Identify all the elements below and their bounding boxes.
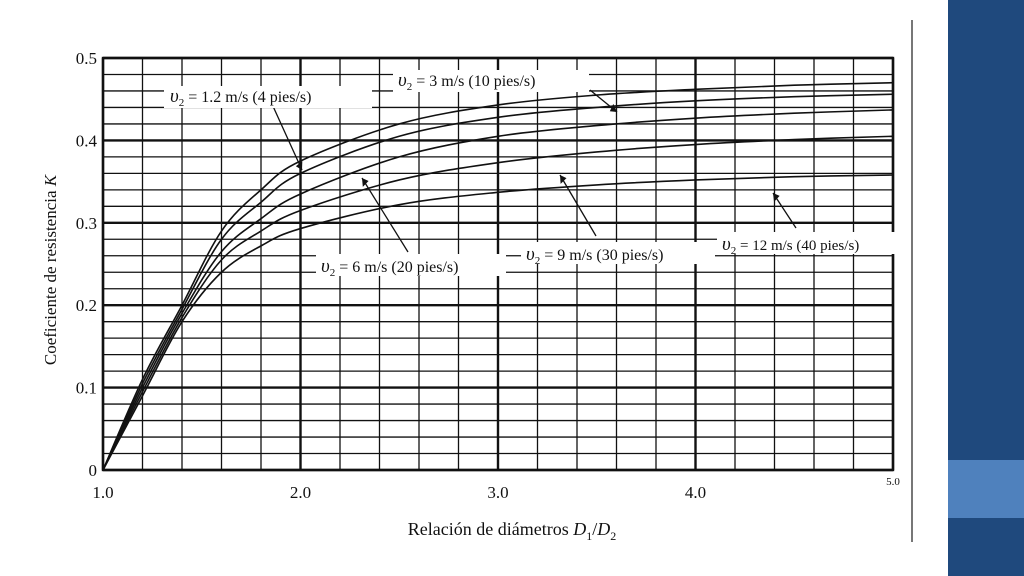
annotation-background (164, 86, 372, 108)
annotation-background (717, 232, 895, 254)
y-tick-label: 0.4 (76, 131, 98, 150)
y-tick-label: 0.2 (76, 296, 97, 315)
annotation-label: υ2 = 12 m/s (40 pies/s) (722, 234, 859, 257)
series-line-curve-9ms (102, 135, 894, 471)
series-line-curve-6ms (102, 109, 894, 471)
resistance-coefficient-chart: 1.0 2.0 3.0 4.0 5.0 0 0.1 0.2 0.3 0.4 0.5 υ2 = 1.2… (41, 49, 901, 543)
x-tick-label: 5.0 (886, 476, 900, 488)
annotation-label: υ2 = 6 m/s (20 pies/s) (321, 256, 458, 279)
annotation-arrowhead (773, 193, 780, 202)
annotation-leader-line (559, 174, 597, 237)
annotation-label: υ2 = 1.2 m/s (4 pies/s) (170, 86, 311, 109)
x-axis-title: Relación de diámetros D1/D2 (408, 519, 616, 543)
y-tick-label: 0.1 (76, 379, 97, 398)
chart-tick-labels: 1.0 2.0 3.0 4.0 5.0 0 0.1 0.2 0.3 0.4 0.5 (76, 49, 901, 502)
annotation-arrowhead (560, 174, 567, 184)
slide-divider-line (911, 20, 913, 542)
annotation-arrowhead (609, 103, 618, 112)
x-tick-label: 4.0 (685, 483, 706, 502)
annotation-background (521, 242, 715, 264)
chart-annotations: υ2 = 1.2 m/s (4 pies/s) υ2 = 3 m/s (10 pi… (164, 70, 895, 279)
chart-axis-titles: Relación de diámetros D1/D2 Coeficiente d… (41, 173, 616, 543)
y-tick-label: 0.3 (76, 214, 97, 233)
annotation-arrowhead (295, 161, 303, 170)
y-tick-label: 0.5 (76, 49, 97, 68)
y-axis-title: Coeficiente de resistencia K (41, 173, 60, 365)
annotation-background (316, 254, 506, 276)
y-tick-label: 0 (89, 461, 98, 480)
annotation-label: υ2 = 9 m/s (30 pies/s) (526, 244, 663, 267)
annotation-leader-line (271, 103, 303, 171)
chart-frame (101, 56, 895, 472)
series-line-curve-1-2ms (102, 81, 894, 471)
series-line-curve-3ms (102, 93, 894, 471)
x-tick-label: 1.0 (92, 483, 113, 502)
annotation-label: υ2 = 3 m/s (10 pies/s) (398, 70, 535, 93)
sidebar-accent-light (948, 460, 1024, 518)
x-tick-label: 2.0 (290, 483, 311, 502)
plot-border (101, 56, 895, 472)
annotation-arrowhead (362, 178, 369, 187)
series-line-curve-12ms (102, 174, 894, 471)
annotation-leader-line (361, 177, 409, 253)
x-tick-label: 3.0 (487, 483, 508, 502)
chart-curves (102, 81, 894, 471)
annotation-background (393, 70, 589, 92)
